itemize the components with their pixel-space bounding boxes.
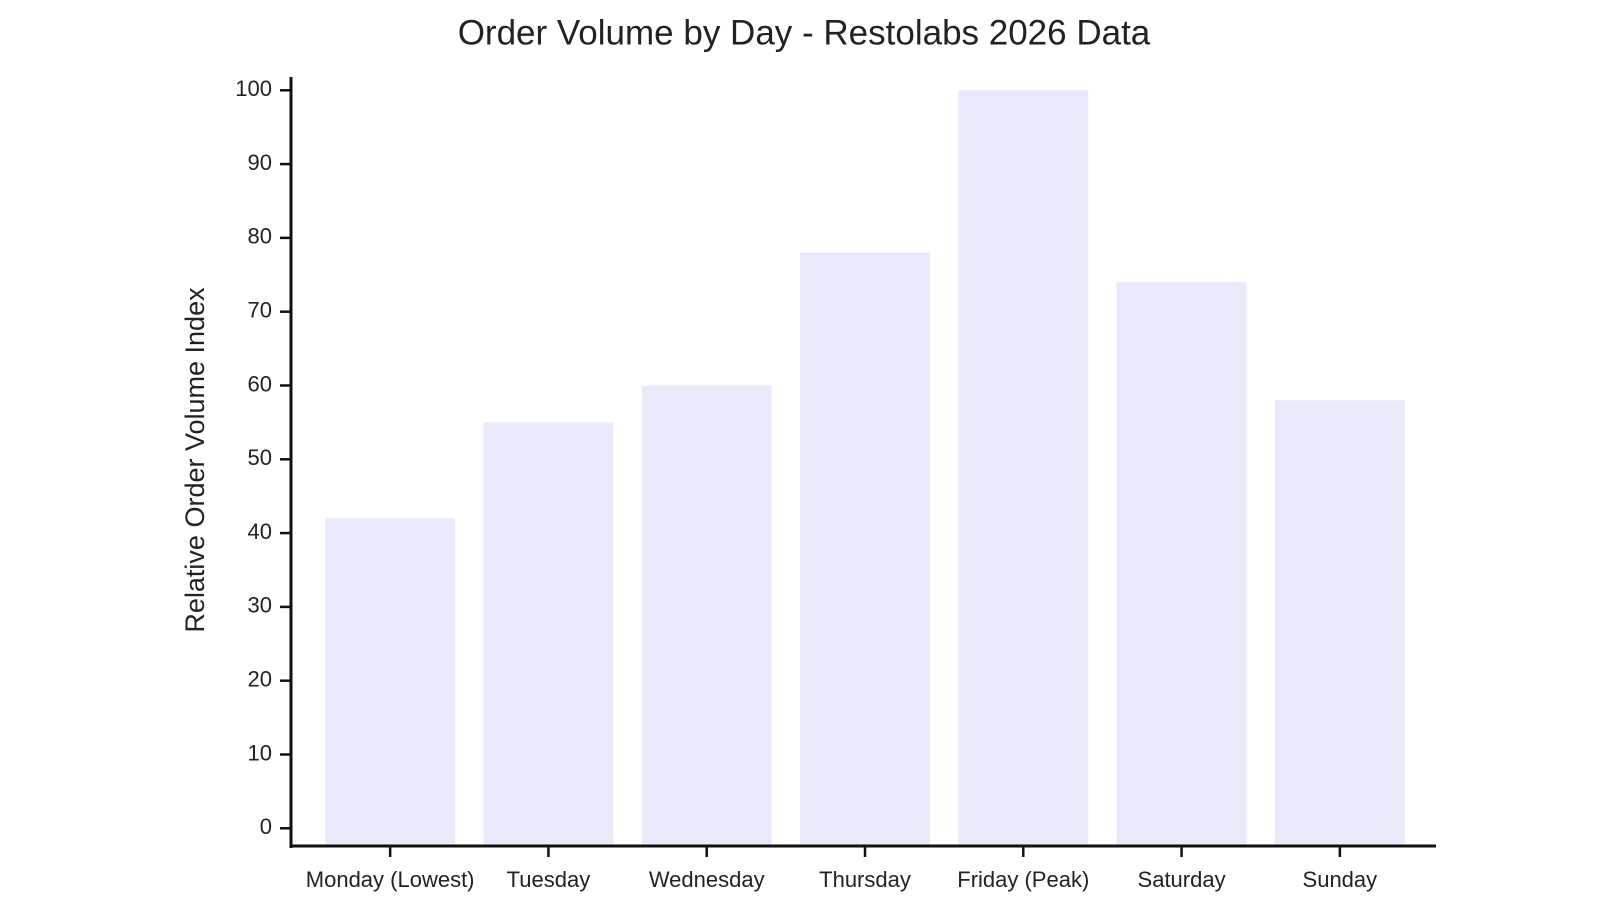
bar xyxy=(641,385,772,846)
y-tick-label: 0 xyxy=(260,814,272,839)
y-axis-label: Relative Order Volume Index xyxy=(180,287,210,633)
x-tick-label: Sunday xyxy=(1303,867,1378,892)
chart-title: Order Volume by Day - Restolabs 2026 Dat… xyxy=(458,13,1151,52)
bar xyxy=(483,422,614,846)
x-tick-label: Wednesday xyxy=(649,867,765,892)
bar xyxy=(325,518,456,846)
bar xyxy=(800,252,930,847)
y-tick-label: 10 xyxy=(248,740,272,765)
x-tick-label: Saturday xyxy=(1138,867,1226,892)
bar xyxy=(1274,400,1405,846)
y-tick-label: 70 xyxy=(248,297,272,322)
y-tick-label: 30 xyxy=(248,593,272,618)
bar xyxy=(958,90,1089,847)
x-tick-label: Thursday xyxy=(819,867,911,892)
y-tick-label: 90 xyxy=(248,150,272,175)
y-tick-label: 50 xyxy=(248,445,272,470)
bar xyxy=(1116,282,1247,847)
x-tick-label: Monday (Lowest) xyxy=(306,867,475,892)
y-tick-label: 80 xyxy=(248,224,272,249)
x-tick-label: Friday (Peak) xyxy=(957,867,1089,892)
y-tick-label: 100 xyxy=(235,76,272,101)
y-tick-label: 20 xyxy=(248,666,272,691)
x-tick-label: Tuesday xyxy=(507,867,591,892)
y-tick-label: 40 xyxy=(248,519,272,544)
y-tick-label: 60 xyxy=(248,371,272,396)
